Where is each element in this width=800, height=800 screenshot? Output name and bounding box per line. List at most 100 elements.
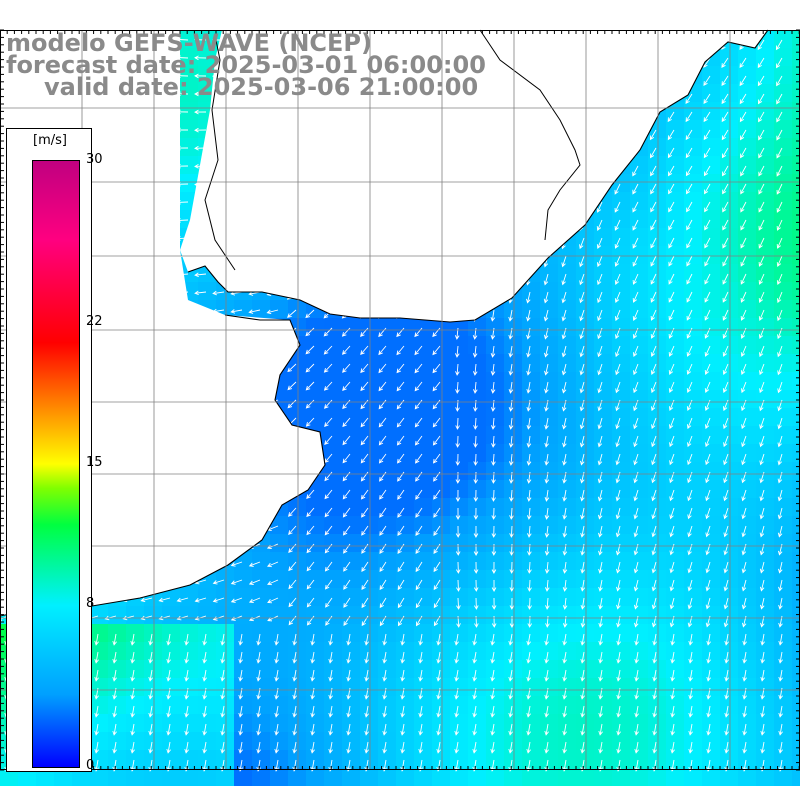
speed-cell [558,534,576,552]
speed-cell [648,246,666,264]
wind-arrow [361,507,369,518]
wind-arrow [378,327,387,338]
speed-cell [666,732,684,750]
speed-cell [432,588,450,606]
wind-arrow [526,381,531,394]
wind-arrow [686,201,693,213]
wind-arrow [741,561,747,574]
wind-arrow [130,633,135,646]
wind-arrow [561,345,567,358]
speed-cell [414,408,432,426]
speed-cell [360,750,378,768]
wind-arrow [722,309,729,321]
wind-arrow [704,201,711,213]
speed-cell [288,516,306,534]
speed-cell [738,606,756,624]
wind-arrow [723,417,729,430]
wind-arrow [705,507,711,520]
wind-arrow [436,741,441,754]
speed-cell [738,732,756,750]
wind-arrow [508,633,513,646]
wind-arrow [361,561,369,572]
speed-cell [774,120,792,138]
speed-cell [648,552,666,570]
wind-arrow [650,183,657,195]
wind-arrow [472,345,478,358]
wind-arrow [287,399,297,409]
speed-cell [684,426,702,444]
speed-cell [504,768,522,786]
speed-cell [108,642,126,660]
wind-arrow [305,309,315,319]
speed-cell [324,552,342,570]
wind-arrow [508,453,514,466]
speed-cell [306,606,324,624]
speed-cell [270,570,288,588]
speed-cell [468,660,486,678]
speed-cell [774,552,792,570]
speed-cell [756,624,774,642]
speed-cell [414,696,432,714]
speed-cell [792,318,800,336]
speed-cell [306,678,324,696]
wind-arrow [650,363,657,376]
wind-arrow [288,615,297,626]
speed-cell [774,174,792,192]
wind-arrow [342,435,351,446]
wind-arrow [360,345,369,356]
wind-arrow [382,651,387,664]
wind-arrow [686,381,693,393]
speed-cell [648,174,666,192]
speed-cell [774,228,792,246]
wind-arrow [759,561,765,574]
speed-cell [648,768,666,786]
speed-cell [540,426,558,444]
wind-arrow [202,651,207,664]
speed-cell [288,588,306,606]
speed-cell [576,714,594,732]
wind-arrow [778,723,783,736]
speed-cell [792,552,800,570]
speed-cell [738,210,756,228]
wind-arrow [396,327,405,338]
speed-cell [774,714,792,732]
speed-cell [684,138,702,156]
speed-cell [216,660,234,678]
wind-arrow [634,669,639,682]
speed-cell [180,102,198,120]
wind-arrow [526,633,531,646]
wind-arrow [382,723,387,736]
speed-cell [414,516,432,534]
wind-arrow [724,705,729,718]
speed-cell [702,138,720,156]
speed-cell [576,426,594,444]
speed-cell [378,390,396,408]
wind-arrow [432,381,441,392]
speed-cell [450,426,468,444]
wind-arrow [436,669,441,682]
speed-cell [126,732,144,750]
wind-arrow [597,453,603,466]
speed-cell [360,480,378,498]
speed-cell [702,84,720,102]
wind-arrow [598,525,603,538]
speed-cell [396,588,414,606]
speed-cell [450,714,468,732]
wind-arrow [723,561,729,574]
speed-cell [288,750,306,768]
speed-cell [720,102,738,120]
wind-arrow [650,309,657,321]
wind-arrow [740,273,747,285]
wind-arrow [724,669,729,682]
wind-arrow [508,381,514,394]
wind-arrow [669,597,675,610]
speed-cell [720,336,738,354]
speed-cell [576,246,594,264]
colorbar-tick-label: 15 [86,455,103,470]
speed-cell [252,642,270,660]
speed-cell [684,498,702,516]
speed-cell [90,696,108,714]
wind-arrow [378,399,387,410]
wind-arrow [194,597,207,603]
speed-cell [540,516,558,534]
